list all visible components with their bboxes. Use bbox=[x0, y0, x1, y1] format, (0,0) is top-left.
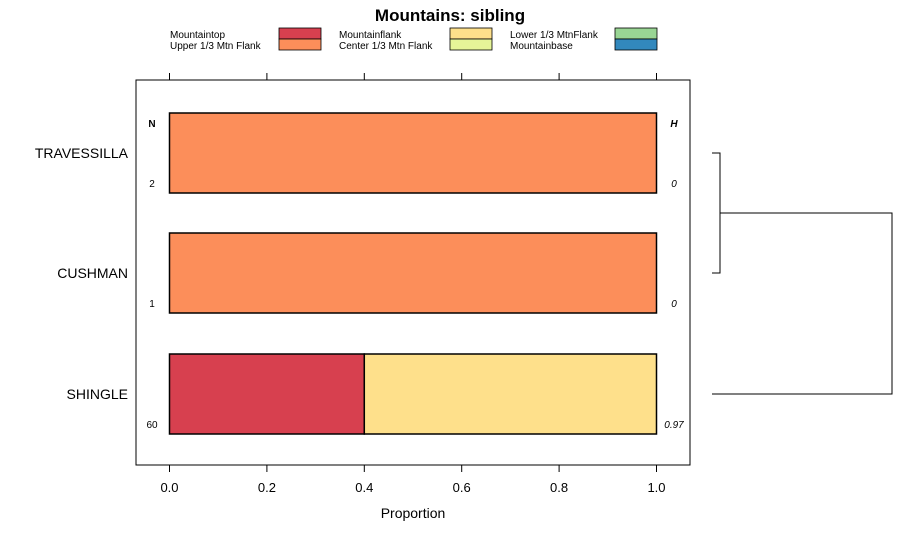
legend-swatch bbox=[278, 38, 322, 51]
legend-label: Mountainflank bbox=[339, 30, 402, 41]
bar-segment bbox=[168, 353, 366, 435]
legend-label: Mountainbase bbox=[510, 41, 573, 52]
legend-swatch bbox=[449, 38, 493, 51]
x-axis-title: Proportion bbox=[381, 505, 446, 521]
dendrogram bbox=[712, 152, 893, 395]
dendrogram-branch bbox=[712, 152, 721, 274]
bar-segment bbox=[168, 232, 658, 314]
dendrogram-branch bbox=[712, 212, 893, 395]
category-label: CUSHMAN bbox=[57, 265, 128, 281]
x-tick-label: 0.0 bbox=[160, 480, 178, 495]
n-value: 60 bbox=[146, 420, 158, 431]
legend-label: Center 1/3 Mtn Flank bbox=[339, 41, 433, 52]
legend-label: Mountaintop bbox=[170, 30, 225, 41]
chart-title: Mountains: sibling bbox=[375, 6, 525, 25]
x-tick-label: 0.8 bbox=[550, 480, 568, 495]
h-value: 0.97 bbox=[664, 420, 684, 431]
bar-group bbox=[168, 112, 658, 435]
h-value: 0 bbox=[671, 179, 677, 190]
legend-label: Upper 1/3 Mtn Flank bbox=[170, 41, 262, 52]
plot-frame bbox=[135, 79, 691, 466]
x-tick-label: 0.6 bbox=[453, 480, 471, 495]
bar-segment bbox=[363, 353, 658, 435]
h-header: H bbox=[670, 119, 678, 130]
n-header: N bbox=[148, 119, 155, 130]
legend-swatch bbox=[614, 38, 658, 51]
legend-label: Lower 1/3 MtnFlank bbox=[510, 30, 599, 41]
n-value: 2 bbox=[149, 179, 155, 190]
category-label: SHINGLE bbox=[67, 386, 128, 402]
h-value: 0 bbox=[671, 299, 677, 310]
x-tick-label: 1.0 bbox=[647, 480, 665, 495]
legend-swatch bbox=[449, 27, 493, 40]
n-value: 1 bbox=[149, 299, 155, 310]
x-tick-label: 0.2 bbox=[258, 480, 276, 495]
legend-swatch bbox=[278, 27, 322, 40]
x-tick-label: 0.4 bbox=[355, 480, 373, 495]
x-axis: 0.0 0.2 0.4 0.6 0.8 1.0 bbox=[160, 73, 666, 495]
category-label: TRAVESSILLA bbox=[35, 145, 129, 161]
legend-swatch bbox=[614, 27, 658, 40]
annotations: N H TRAVESSILLA 2 0 CUSHMAN 1 0 SHINGLE 60 0.97 bbox=[35, 119, 684, 431]
bar-segment bbox=[168, 112, 658, 194]
